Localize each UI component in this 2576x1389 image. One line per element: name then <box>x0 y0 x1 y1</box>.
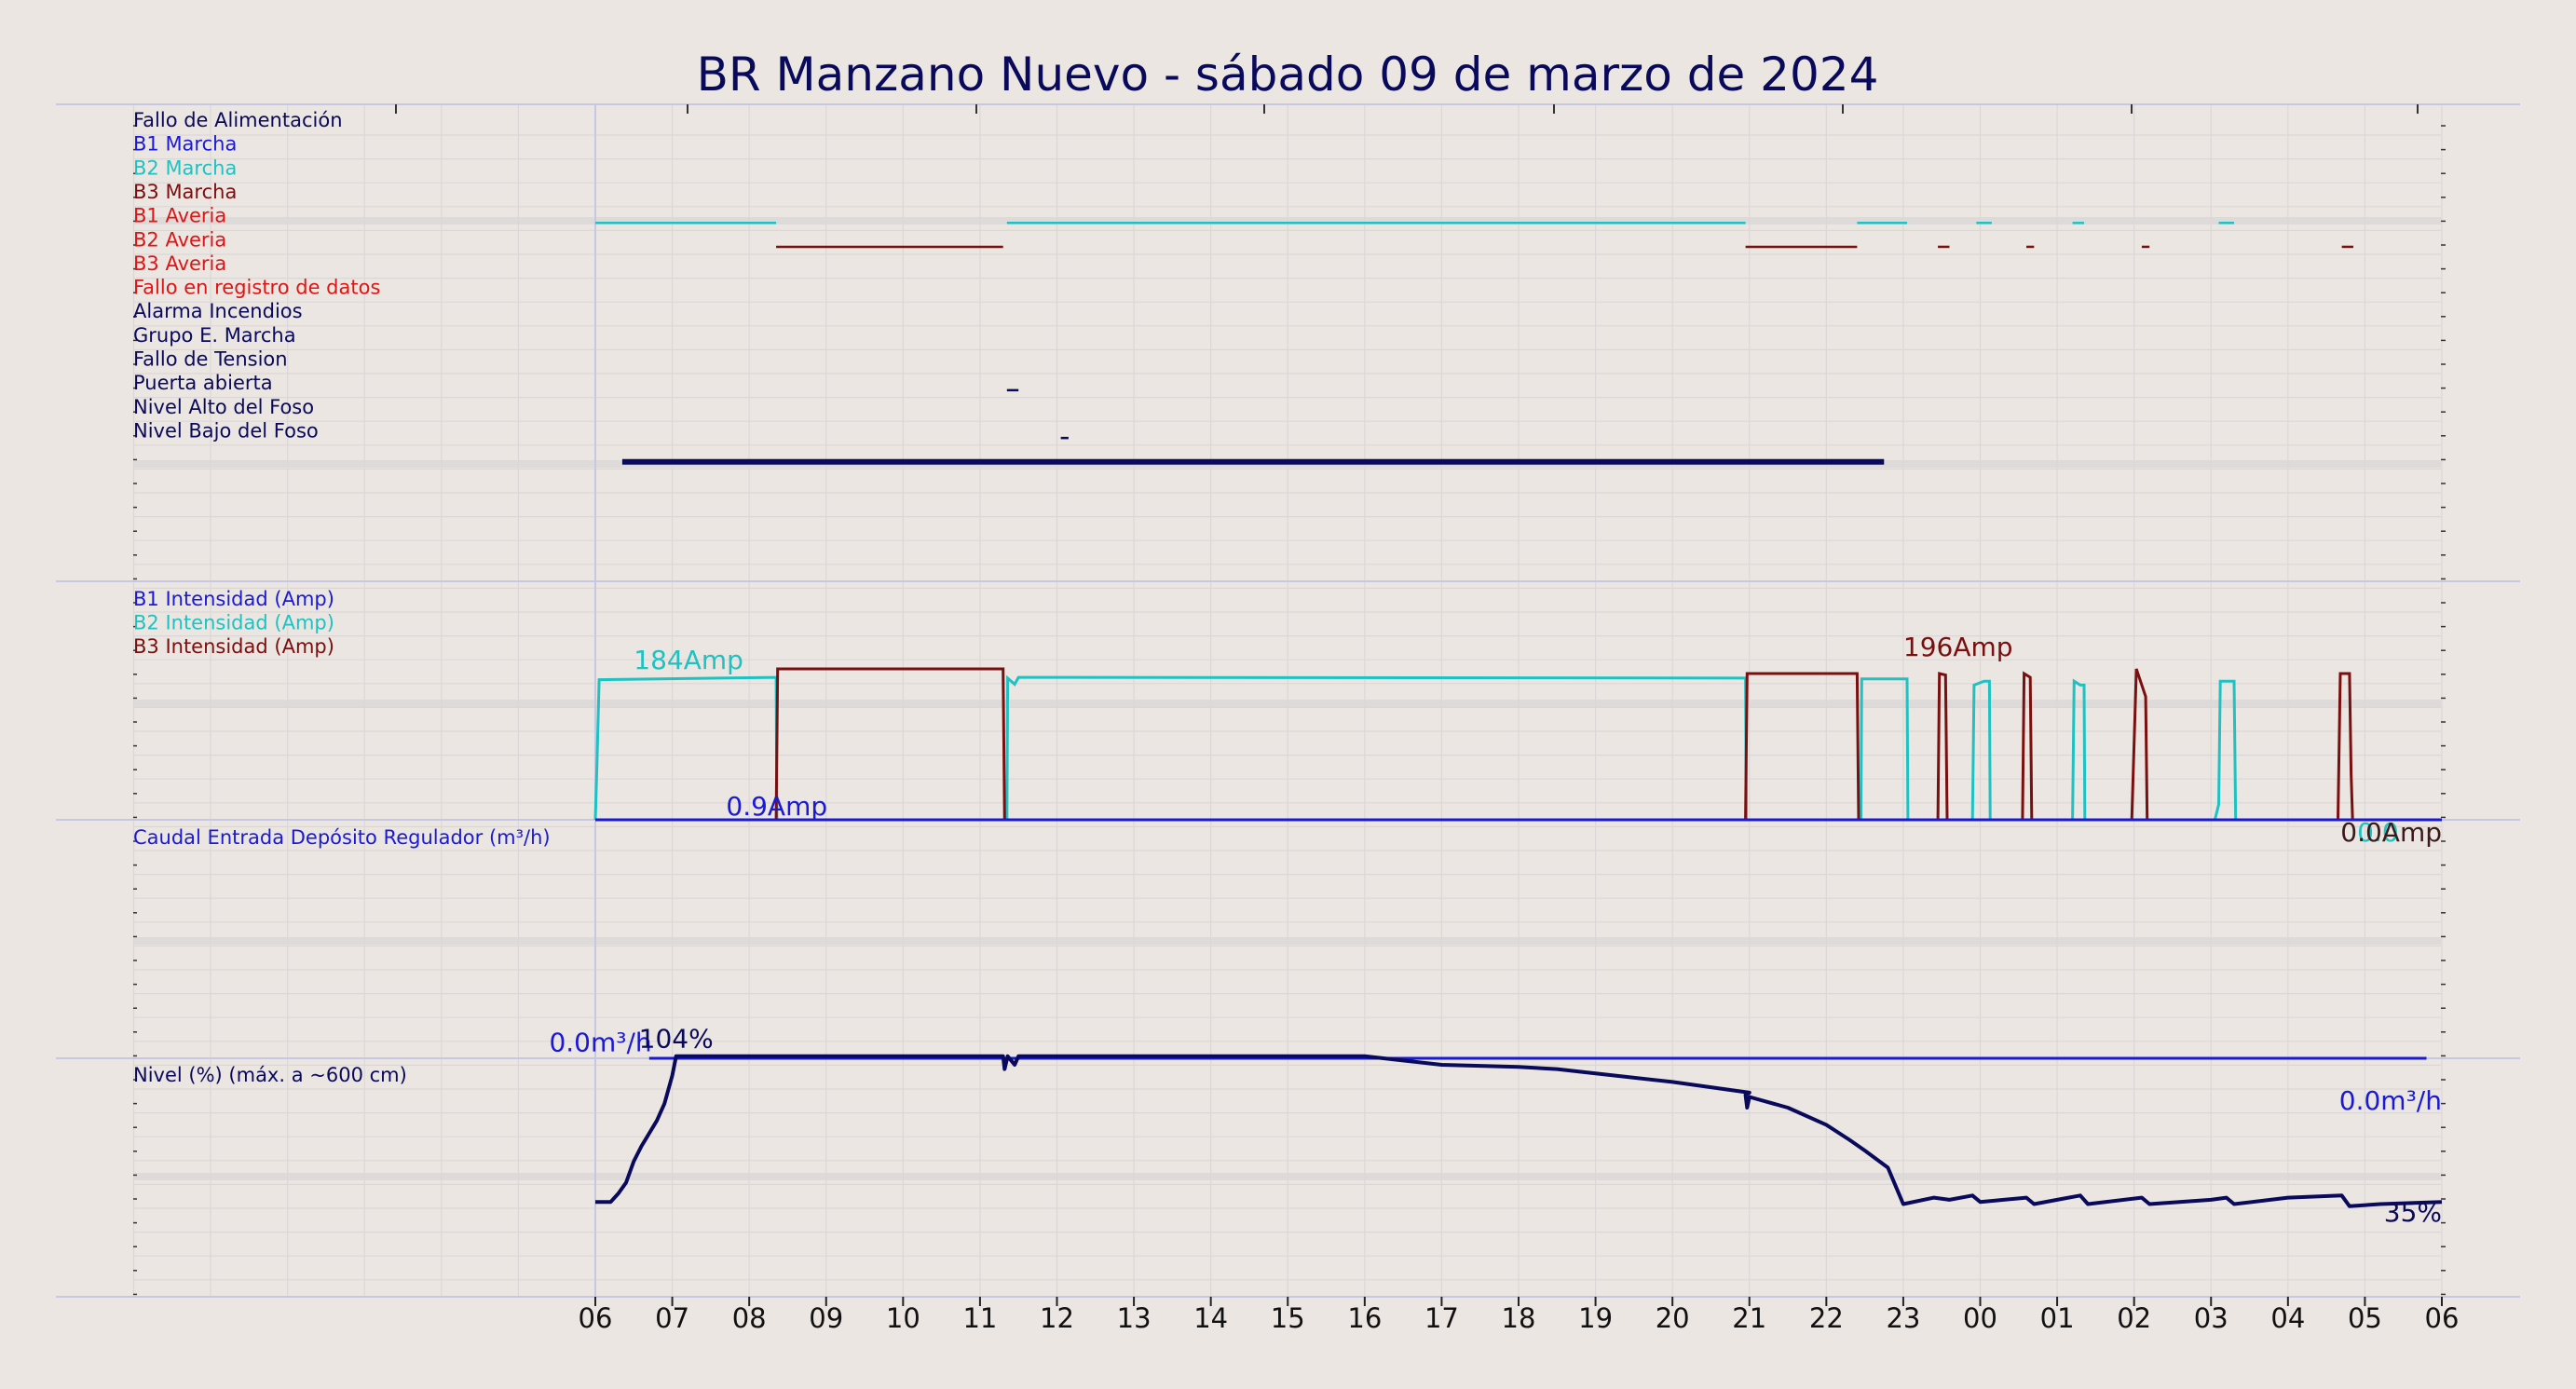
x-tick-label: 04 <box>2270 1302 2305 1334</box>
x-tick-label: 18 <box>1502 1302 1536 1334</box>
grid-band <box>133 1173 2441 1180</box>
ylabel: Nivel (%) (máx. a ~600 cm) <box>133 1064 407 1086</box>
grid <box>132 104 2446 1297</box>
data-label: 0.0Amp <box>2340 817 2442 848</box>
signal-label: B3 Averia <box>133 252 226 275</box>
x-tick-label: 16 <box>1347 1302 1382 1334</box>
signal-label: B1 Marcha <box>133 133 237 156</box>
x-tick-label: 06 <box>579 1302 613 1334</box>
data-label: 0.9Amp <box>726 791 827 822</box>
signal-label: Fallo de Tension <box>133 348 288 371</box>
data-label: 196Amp <box>1903 632 2013 662</box>
x-tick-label: 21 <box>1732 1302 1766 1334</box>
x-tick-label: 20 <box>1656 1302 1690 1334</box>
data-label: 0.0 <box>2357 817 2399 848</box>
signal-label: Nivel Alto del Foso <box>133 396 314 418</box>
x-tick-label: 11 <box>962 1302 997 1334</box>
ylabel: Caudal Entrada Depósito Regulador (m³/h) <box>133 826 551 849</box>
data-label: 104% <box>639 1024 714 1055</box>
grid-band <box>133 937 2441 945</box>
grid-band <box>133 217 2441 225</box>
caudal-panel: Caudal Entrada Depósito Regulador (m³/h)… <box>133 826 2442 1116</box>
signal-label: Nivel Bajo del Foso <box>133 419 319 442</box>
ylabel-entry: B1 Intensidad (Amp) <box>133 588 334 610</box>
x-tick-label: 10 <box>886 1302 920 1334</box>
signal-label: B1 Averia <box>133 205 226 227</box>
x-tick-label: 14 <box>1193 1302 1228 1334</box>
x-tick-label: 12 <box>1040 1302 1074 1334</box>
x-axis: 06 07 08 09 10 11 12 13 14 15 16 17 18 19 20 21 22 23 00 01… <box>579 1297 2460 1334</box>
data-label: 0.0m³/h <box>2339 1085 2442 1116</box>
x-tick-label: 09 <box>809 1302 843 1334</box>
signal-label: B2 Marcha <box>133 157 237 179</box>
x-tick-label: 13 <box>1117 1302 1152 1334</box>
signal-label: Grupo E. Marcha <box>133 324 296 347</box>
x-tick-label: 05 <box>2348 1302 2382 1334</box>
x-tick-label: 17 <box>1424 1302 1459 1334</box>
x-tick-label: 06 <box>2425 1302 2460 1334</box>
ylabel-entry: B2 Intensidad (Amp) <box>133 612 334 634</box>
series-line <box>595 1054 2443 1208</box>
ylabel-entry: B3 Intensidad (Amp) <box>133 635 334 658</box>
x-tick-label: 08 <box>732 1302 767 1334</box>
x-tick-label: 22 <box>1809 1302 1844 1334</box>
x-tick-label: 15 <box>1271 1302 1305 1334</box>
x-tick-label: 19 <box>1578 1302 1613 1334</box>
nivel-panel: Nivel (%) (máx. a ~600 cm) 104% 35% <box>133 1024 2443 1228</box>
x-tick-label: 03 <box>2194 1302 2228 1334</box>
signal-label: Fallo en registro de datos <box>133 277 380 299</box>
data-label: 0.0m³/h <box>549 1028 651 1058</box>
data-label: 35% <box>2384 1197 2442 1228</box>
data-label: 184Amp <box>634 645 743 675</box>
x-tick-label: 02 <box>2117 1302 2151 1334</box>
chart-title: BR Manzano Nuevo - sábado 09 de marzo de… <box>697 48 1879 102</box>
signal-label: B2 Averia <box>133 228 226 251</box>
signal-label: Fallo de Alimentación <box>133 109 343 131</box>
x-tick-label: 23 <box>1886 1302 1920 1334</box>
signal-label: Alarma Incendios <box>133 300 303 322</box>
grid-band <box>133 700 2441 707</box>
x-tick-label: 07 <box>655 1302 689 1334</box>
signal-label: Puerta abierta <box>133 372 273 394</box>
intensidad-panel: B1 Intensidad (Amp)B2 Intensidad (Amp)B3… <box>133 588 2442 848</box>
signal-label: B3 Marcha <box>133 181 237 203</box>
x-tick-label: 01 <box>2040 1302 2075 1334</box>
x-tick-label: 00 <box>1963 1302 1997 1334</box>
